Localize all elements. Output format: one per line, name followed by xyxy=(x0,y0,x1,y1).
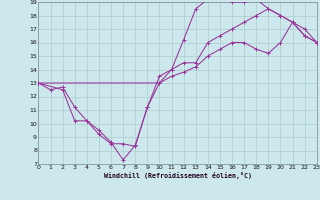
X-axis label: Windchill (Refroidissement éolien,°C): Windchill (Refroidissement éolien,°C) xyxy=(104,172,252,179)
